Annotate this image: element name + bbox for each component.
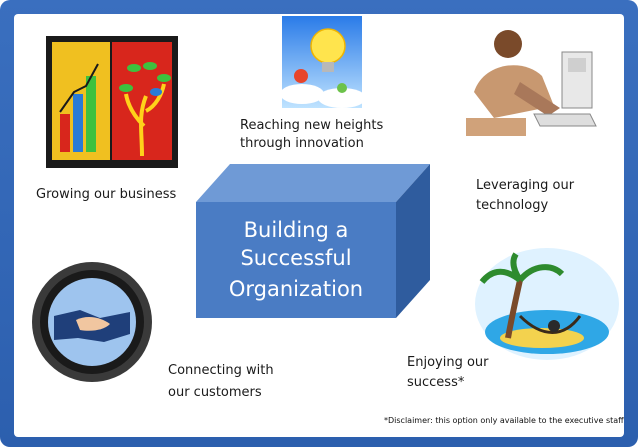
- innovation-label-line1: Reaching new heights: [240, 118, 384, 133]
- island-hammock-icon: [475, 248, 619, 360]
- customers-label-line1: Connecting with: [168, 363, 274, 378]
- center-title-line2: Successful: [240, 246, 352, 270]
- customers-label-line2: our customers: [168, 385, 262, 400]
- innovation-label-line2: through innovation: [240, 136, 364, 151]
- slide-panel: Growing our business Reaching new height…: [14, 14, 624, 437]
- technology-label-line1: Leveraging our: [476, 178, 575, 193]
- center-title-line3: Organization: [228, 277, 364, 301]
- center-cube: [196, 164, 430, 318]
- lightbulb-balloons-icon: [282, 16, 362, 108]
- disclaimer-text: *Disclaimer: this option only available …: [384, 416, 624, 425]
- success-label-line1: Enjoying our: [407, 355, 489, 370]
- growing-business-label: Growing our business: [36, 187, 177, 202]
- handshake-icon: [32, 262, 152, 382]
- person-at-computer-icon: [466, 30, 597, 136]
- bar-chart-tree-artwork: [46, 36, 178, 168]
- technology-label-line2: technology: [476, 198, 549, 213]
- center-title-line1: Building a: [243, 218, 349, 242]
- success-label-line2: success*: [407, 375, 465, 390]
